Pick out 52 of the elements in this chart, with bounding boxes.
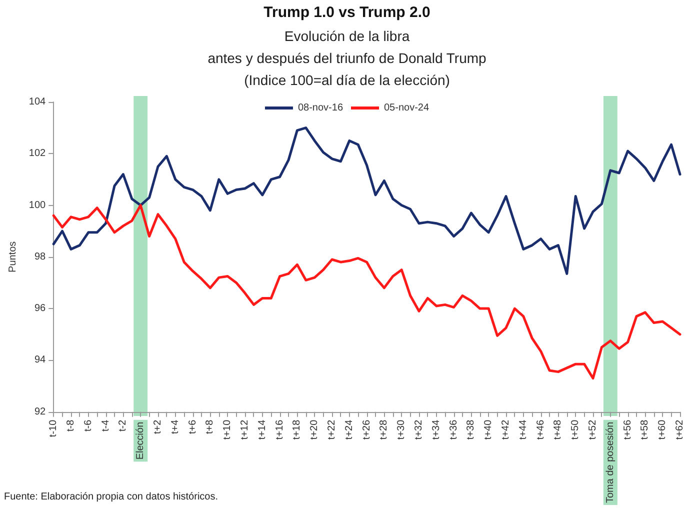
- x-tick-label: t+26: [361, 419, 372, 440]
- x-tick-label: Toma de posesión: [604, 422, 616, 504]
- x-tick-label: t+52: [588, 419, 598, 440]
- x-tick-label: t+48: [552, 419, 564, 440]
- y-tick-label: 100: [28, 200, 46, 211]
- x-tick-label: Elección: [135, 422, 146, 460]
- y-tick-label: 92: [34, 406, 46, 418]
- source-note: Fuente: Elaboración propia con datos históricos.: [4, 492, 218, 502]
- x-tick-label: t+36: [448, 419, 460, 440]
- chart-title: Trump 1.0 vs Trump 2.0: [264, 4, 430, 21]
- x-tick-label: t+42: [500, 419, 512, 440]
- x-tick-label: t+10: [222, 419, 234, 440]
- x-tick-label: t+60: [657, 419, 668, 440]
- x-tick-label: t-2: [118, 419, 129, 432]
- x-tick-label: t+16: [274, 419, 286, 440]
- x-tick-label: t-6: [82, 419, 94, 432]
- x-tick-label: t+20: [309, 419, 320, 440]
- x-tick-label: t+40: [483, 419, 494, 440]
- x-tick-label: t+28: [378, 419, 390, 440]
- line-series: [52, 126, 682, 275]
- x-tick-label: t+44: [518, 419, 529, 440]
- x-tick-label: t+58: [640, 419, 651, 440]
- x-tick-label: t-4: [100, 419, 112, 432]
- legend-label: 08-nov-16: [298, 102, 344, 114]
- x-tick-label: t+46: [535, 419, 546, 440]
- line-series: [52, 204, 682, 380]
- y-tick-label: 98: [34, 251, 46, 262]
- y-tick-label: 102: [28, 148, 46, 160]
- x-tick-label: t+62: [674, 419, 686, 440]
- x-tick-label: t+56: [622, 419, 634, 440]
- y-tick-label: 94: [34, 354, 46, 366]
- chart-subtitle: Evolución de la libra antes y después del triunfo de Donald Trump (Indice 100=al día de la elección): [208, 28, 487, 88]
- x-tick-label: t+32: [413, 419, 424, 440]
- x-tick-label: t+8: [204, 419, 216, 434]
- x-tick-label: t+12: [239, 419, 250, 440]
- x-tick-label: t-10: [48, 419, 60, 438]
- x-tick-label: t+34: [430, 419, 442, 440]
- x-tick-label: t+18: [292, 419, 303, 440]
- y-tick-label: 96: [34, 303, 46, 314]
- x-tick-label: t-8: [65, 419, 76, 432]
- y-tick-label: 104: [28, 96, 46, 108]
- x-tick-label: t+30: [396, 419, 408, 440]
- x-tick-label: t+24: [344, 419, 355, 440]
- x-tick-label: t+14: [256, 419, 268, 440]
- y-axis-title: Puntos: [8, 241, 18, 272]
- legend-label: 05-nov-24: [384, 102, 430, 114]
- x-tick-label: t+38: [466, 419, 477, 440]
- x-tick-label: t+2: [152, 419, 164, 434]
- x-tick-label: t+50: [570, 419, 582, 440]
- x-tick-label: t+22: [326, 419, 338, 440]
- x-tick-label: t+6: [187, 419, 198, 434]
- x-tick-label: t+4: [170, 419, 181, 434]
